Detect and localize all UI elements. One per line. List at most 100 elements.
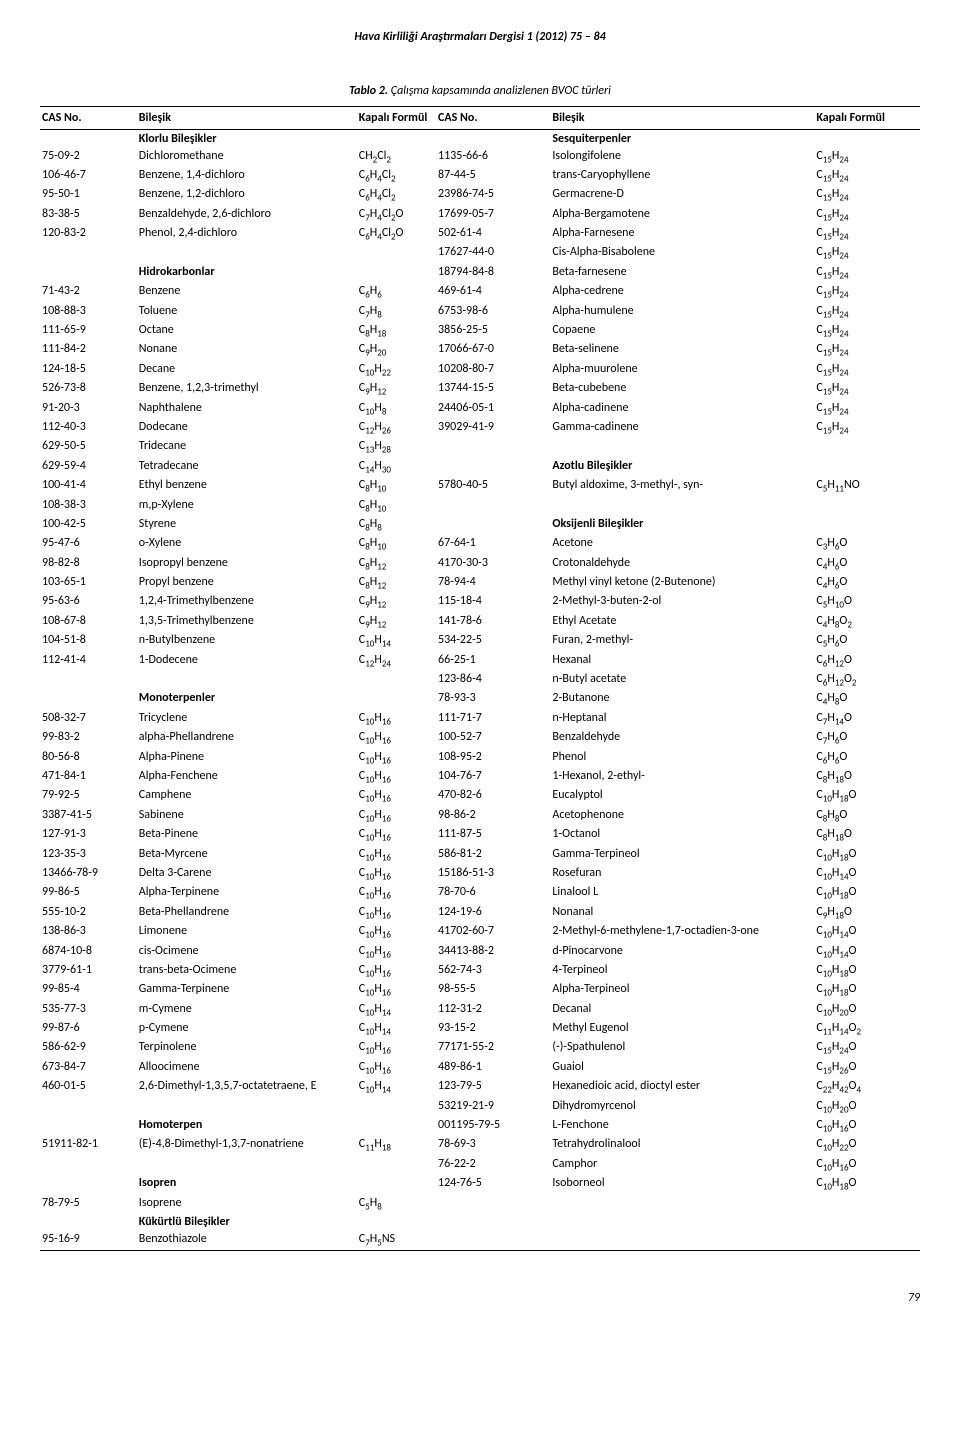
table-cell: 10208-80-7 xyxy=(436,360,550,379)
table-cell: 471-84-1 xyxy=(40,768,137,787)
table-cell: C12H26 xyxy=(357,418,436,437)
table-cell: CH2Cl2 xyxy=(357,147,436,166)
table-cell: C8H8 xyxy=(357,515,436,534)
table-cell xyxy=(814,1213,920,1230)
table-cell: C10H16 xyxy=(357,729,436,748)
table-cell: 6753-98-6 xyxy=(436,302,550,321)
table-cell xyxy=(40,1155,137,1174)
table-cell: C7H4Cl2O xyxy=(357,205,436,224)
table-cell: Dichloromethane xyxy=(137,147,357,166)
table-cell: 71-43-2 xyxy=(40,283,137,302)
table-cell: 99-83-2 xyxy=(40,729,137,748)
table-cell: Copaene xyxy=(550,322,814,341)
table-cell: Ethyl Acetate xyxy=(550,612,814,631)
table-cell: C6H12O xyxy=(814,651,920,670)
table-cell: C7H6O xyxy=(814,729,920,748)
table-cell: C10H16O xyxy=(814,1117,920,1136)
table-cell: 104-76-7 xyxy=(436,768,550,787)
table-cell: 112-41-4 xyxy=(40,651,137,670)
table-cell: C10H14O xyxy=(814,923,920,942)
table-cell: C10H16O xyxy=(814,1155,920,1174)
table-cell: 99-86-5 xyxy=(40,884,137,903)
table-cell: C10H16 xyxy=(357,1058,436,1077)
table-cell: C10H14 xyxy=(357,1020,436,1039)
table-cell: C4H6O xyxy=(814,574,920,593)
table-cell xyxy=(357,690,436,709)
table-cell: C5H11NO xyxy=(814,477,920,496)
table-cell: C10H16 xyxy=(357,923,436,942)
table-cell xyxy=(137,244,357,263)
table-cell: 124-76-5 xyxy=(436,1175,550,1194)
table-cell: 3779-61-1 xyxy=(40,961,137,980)
table-cell: 3856-25-5 xyxy=(436,322,550,341)
table-cell xyxy=(550,1213,814,1230)
table-cell: Decanal xyxy=(550,1000,814,1019)
table-cell: 100-52-7 xyxy=(436,729,550,748)
table-cell: C10H16 xyxy=(357,826,436,845)
table-cell: Dihydromyrcenol xyxy=(550,1097,814,1116)
table-cell: C8H12 xyxy=(357,574,436,593)
table-cell: 138-86-3 xyxy=(40,923,137,942)
table-cell: 79-92-5 xyxy=(40,787,137,806)
table-cell: Alpha-Farnesene xyxy=(550,225,814,244)
table-cell: C6H4Cl2 xyxy=(357,166,436,185)
table-cell: Oksijenli Bileşikler xyxy=(550,515,814,534)
table-cell: o-Xylene xyxy=(137,535,357,554)
table-cell: Alpha-humulene xyxy=(550,302,814,321)
table-cell: 87-44-5 xyxy=(436,166,550,185)
table-cell: 1135-66-6 xyxy=(436,147,550,166)
table-cell xyxy=(137,671,357,690)
table-cell: Methyl vinyl ketone (2-Butenone) xyxy=(550,574,814,593)
table-cell: Naphthalene xyxy=(137,399,357,418)
table-cell: L-Fenchone xyxy=(550,1117,814,1136)
table-cell: Isolongifolene xyxy=(550,147,814,166)
table-cell: C5H6O xyxy=(814,632,920,651)
table-cell: C6H6O xyxy=(814,748,920,767)
table-cell: 34413-88-2 xyxy=(436,942,550,961)
table-cell: Decane xyxy=(137,360,357,379)
table-cell: 99-85-4 xyxy=(40,981,137,1000)
table-cell: Rosefuran xyxy=(550,864,814,883)
table-cell xyxy=(436,1230,550,1250)
table-cell: C10H14O xyxy=(814,942,920,961)
table-cell: C15H24 xyxy=(814,418,920,437)
table-cell: Benzaldehyde xyxy=(550,729,814,748)
table-cell: C9H20 xyxy=(357,341,436,360)
table-cell: Dodecane xyxy=(137,418,357,437)
table-cell: Tetrahydrolinalool xyxy=(550,1136,814,1155)
table-cell: C10H16 xyxy=(357,981,436,1000)
table-cell: 6874-10-8 xyxy=(40,942,137,961)
table-cell xyxy=(814,438,920,457)
table-cell: 111-84-2 xyxy=(40,341,137,360)
table-cell: Guaiol xyxy=(550,1058,814,1077)
table-cell xyxy=(40,1117,137,1136)
table-cell: 78-94-4 xyxy=(436,574,550,593)
table-cell: Beta-selinene xyxy=(550,341,814,360)
table-cell xyxy=(357,1097,436,1116)
table-cell: Sesquiterpenler xyxy=(550,130,814,148)
table-cell xyxy=(814,1230,920,1250)
table-cell: C15H24 xyxy=(814,263,920,282)
table-cell xyxy=(436,1213,550,1230)
table-cell: 1-Hexanol, 2-ethyl- xyxy=(550,768,814,787)
table-cell: 75-09-2 xyxy=(40,147,137,166)
table-cell: C7H14O xyxy=(814,709,920,728)
table-cell: C10H22 xyxy=(357,360,436,379)
table-cell: 39029-41-9 xyxy=(436,418,550,437)
table-cell xyxy=(357,1117,436,1136)
table-cell: C10H16 xyxy=(357,961,436,980)
table-cell: C9H18O xyxy=(814,903,920,922)
table-cell: 108-67-8 xyxy=(40,612,137,631)
table-cell: 17699-05-7 xyxy=(436,205,550,224)
table-cell: Tridecane xyxy=(137,438,357,457)
table-cell: C10H14 xyxy=(357,1078,436,1097)
table-cell: C10H16 xyxy=(357,942,436,961)
table-cell: Monoterpenler xyxy=(137,690,357,709)
table-cell: 78-69-3 xyxy=(436,1136,550,1155)
table-cell: 108-95-2 xyxy=(436,748,550,767)
table-cell: n-Butylbenzene xyxy=(137,632,357,651)
table-cell xyxy=(436,515,550,534)
table-cell: Sabinene xyxy=(137,806,357,825)
table-cell: 111-71-7 xyxy=(436,709,550,728)
table-cell: C8H10 xyxy=(357,535,436,554)
